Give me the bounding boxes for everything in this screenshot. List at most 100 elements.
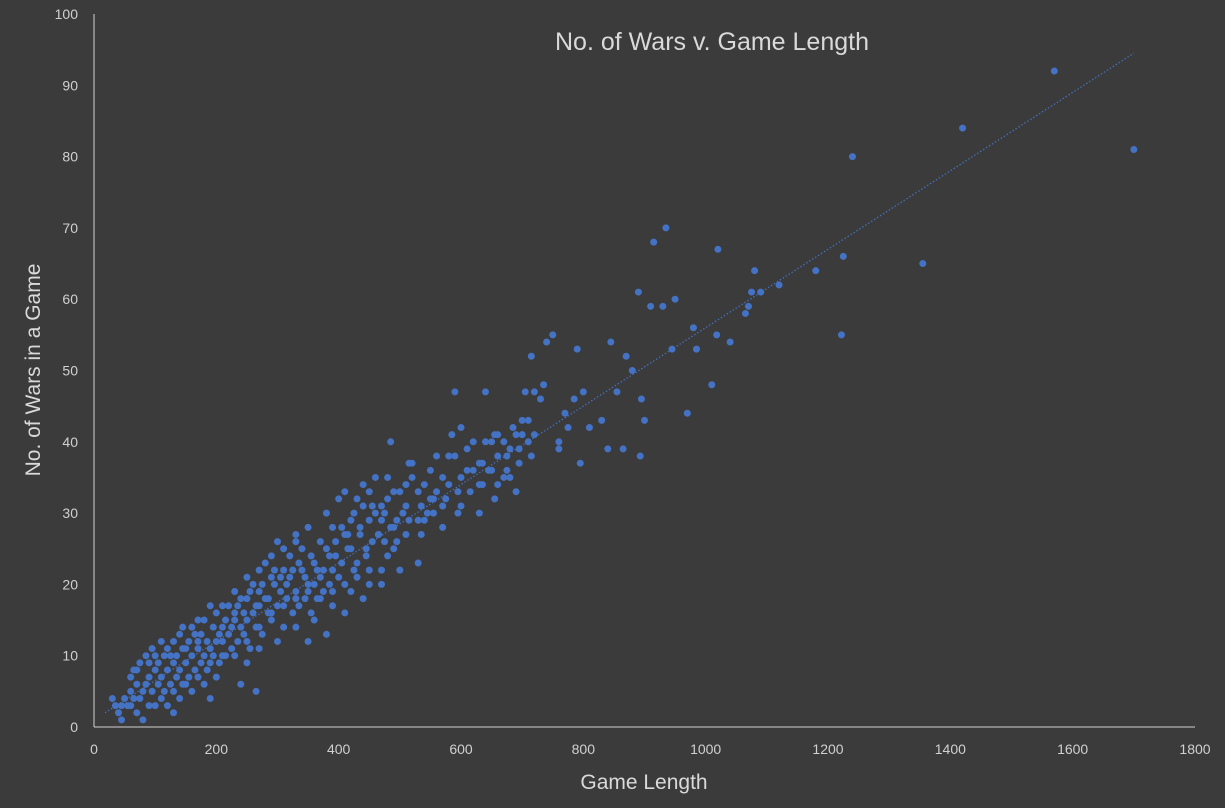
data-point (619, 445, 627, 453)
data-point (405, 516, 413, 524)
data-point (160, 687, 168, 695)
data-point (537, 395, 545, 403)
data-point (267, 573, 275, 581)
data-point (136, 694, 144, 702)
data-point (301, 595, 309, 603)
data-point (157, 637, 165, 645)
data-point (527, 352, 535, 360)
data-point (420, 516, 428, 524)
data-point (240, 609, 248, 617)
data-point (160, 652, 168, 660)
data-point (325, 580, 333, 588)
data-point (145, 673, 153, 681)
data-point (390, 488, 398, 496)
y-tick-label: 30 (62, 505, 78, 521)
data-point (130, 666, 138, 674)
data-point (332, 552, 340, 560)
data-point (176, 694, 184, 702)
data-point (163, 702, 171, 710)
data-point (475, 459, 483, 467)
data-point (341, 609, 349, 617)
data-point (329, 588, 337, 596)
data-point (111, 702, 119, 710)
data-point (277, 588, 285, 596)
data-point (365, 566, 373, 574)
data-point (613, 388, 621, 396)
data-point (393, 538, 401, 546)
data-point (708, 381, 716, 389)
data-point (564, 424, 572, 432)
data-point (252, 687, 260, 695)
data-point (335, 495, 343, 503)
data-point (500, 438, 508, 446)
data-point (374, 530, 382, 538)
data-point (454, 509, 462, 517)
data-point (267, 609, 275, 617)
data-point (555, 438, 563, 446)
data-point (359, 481, 367, 489)
data-point (148, 645, 156, 653)
data-point (506, 445, 514, 453)
data-point (215, 659, 223, 667)
data-point (607, 338, 615, 346)
data-point (182, 659, 190, 667)
data-point (368, 502, 376, 510)
data-point (118, 702, 126, 710)
data-point (292, 623, 300, 631)
data-point (206, 645, 214, 653)
data-point (530, 431, 538, 439)
data-point (659, 302, 667, 310)
data-point (185, 673, 193, 681)
data-point (304, 523, 312, 531)
data-point (148, 687, 156, 695)
data-point (445, 481, 453, 489)
data-point (295, 602, 303, 610)
data-point (837, 331, 845, 339)
data-point (194, 616, 202, 624)
y-tick-labels: 0 10 20 30 40 50 60 70 80 90 100 (55, 6, 79, 735)
data-point (402, 530, 410, 538)
data-point (579, 388, 587, 396)
data-point (200, 616, 208, 624)
data-point (200, 680, 208, 688)
data-point (344, 545, 352, 553)
data-point (151, 702, 159, 710)
data-point (604, 445, 612, 453)
data-point (255, 645, 263, 653)
data-point (341, 580, 349, 588)
data-point (636, 452, 644, 460)
data-point (154, 659, 162, 667)
data-point (203, 666, 211, 674)
data-point (194, 673, 202, 681)
data-point (512, 431, 520, 439)
data-point (243, 573, 251, 581)
data-point (197, 659, 205, 667)
y-tick-label: 50 (62, 363, 78, 379)
data-point (662, 224, 670, 232)
data-point (316, 538, 324, 546)
data-point (130, 694, 138, 702)
data-point (280, 566, 288, 574)
data-point (316, 573, 324, 581)
y-tick-label: 20 (62, 576, 78, 592)
data-point (133, 680, 141, 688)
data-point (329, 566, 337, 574)
data-point (234, 602, 242, 610)
data-point (240, 630, 248, 638)
data-point (243, 637, 251, 645)
data-point (166, 680, 174, 688)
data-point (264, 595, 272, 603)
data-point (433, 452, 441, 460)
data-point (234, 637, 242, 645)
data-point (139, 687, 147, 695)
data-point (451, 388, 459, 396)
trendline (104, 52, 1135, 714)
y-tick-label: 60 (62, 291, 78, 307)
data-point (350, 566, 358, 574)
data-point (249, 580, 257, 588)
data-point (319, 588, 327, 596)
data-point (448, 431, 456, 439)
data-point (488, 438, 496, 446)
data-point (289, 609, 297, 617)
data-point (237, 595, 245, 603)
